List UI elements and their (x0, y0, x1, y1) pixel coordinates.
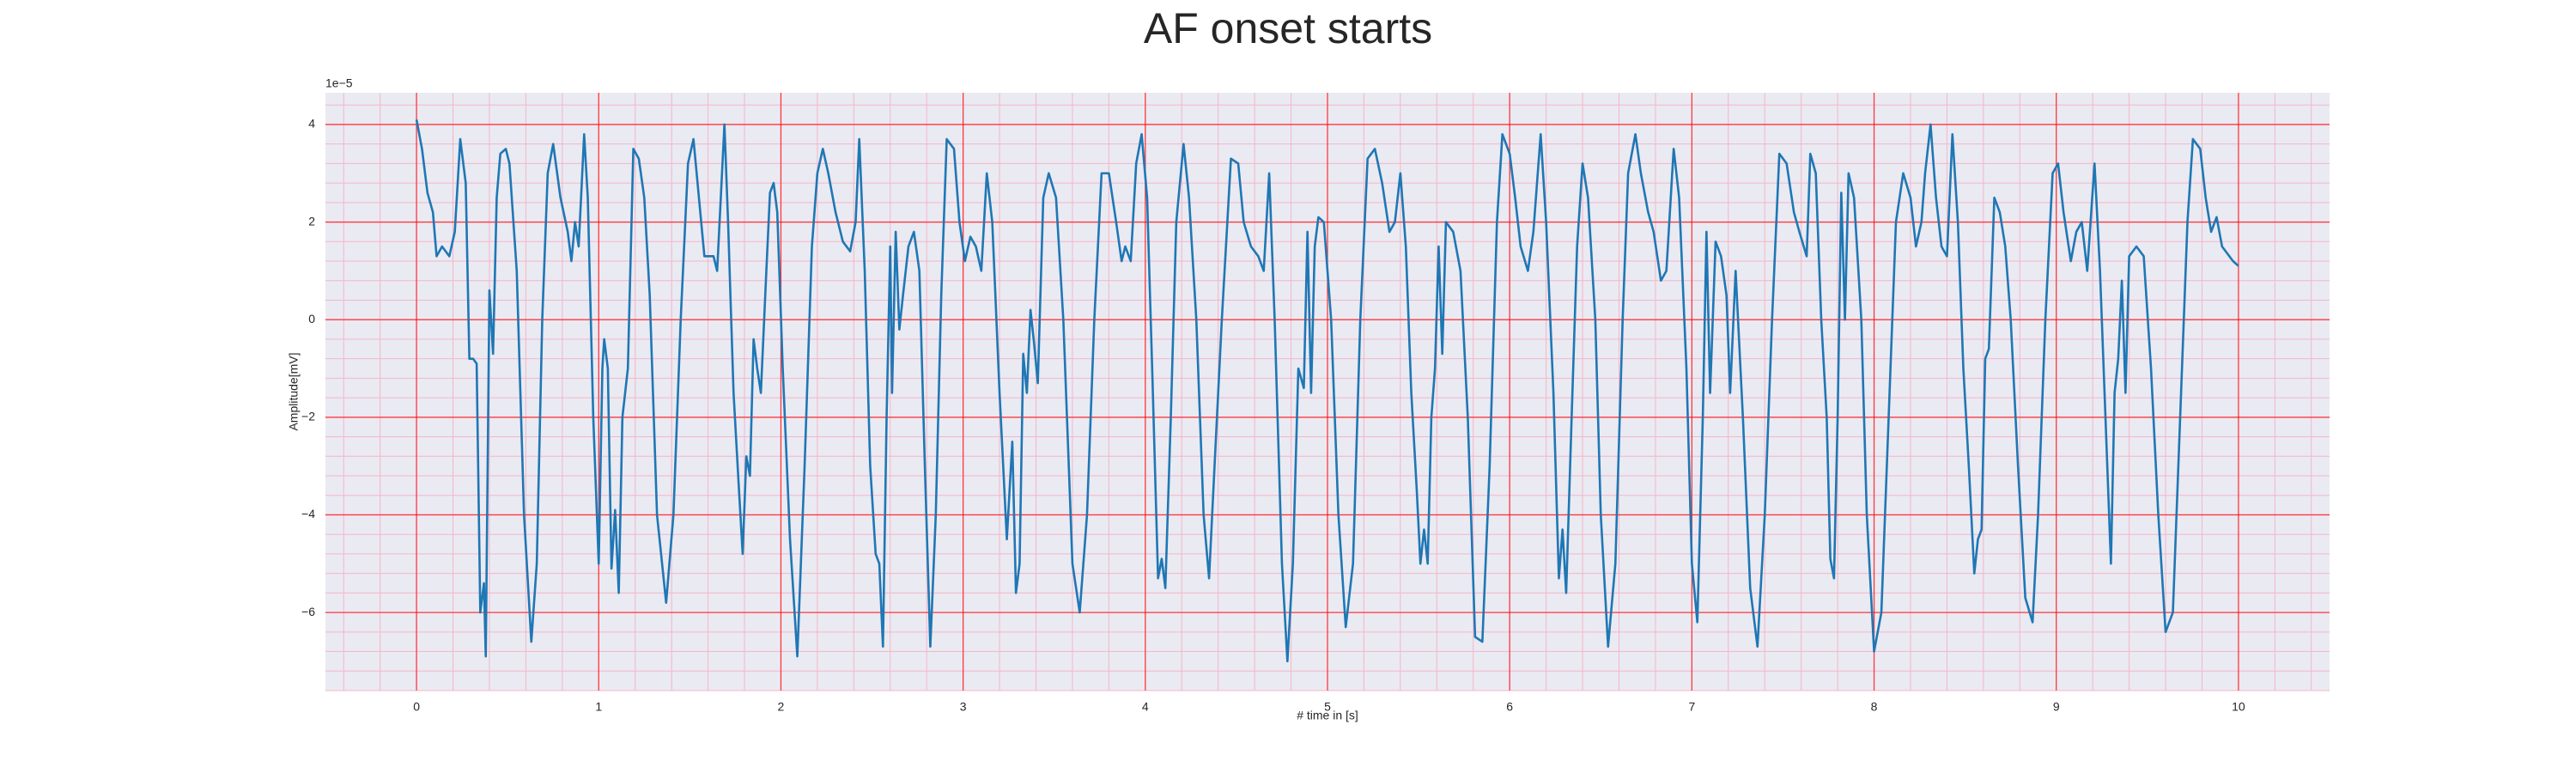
plot (415, 119, 2239, 663)
y-tick-label: −2 (301, 410, 315, 423)
chart-title: AF onset starts (1144, 4, 1432, 52)
x-tick-label: 6 (1506, 700, 1513, 714)
x-tick-label: 10 (2232, 700, 2245, 714)
x-tick-label: 8 (1871, 700, 1878, 714)
signal-line (415, 119, 2239, 663)
y-tick-label: −6 (301, 605, 315, 618)
y-tick-label: 4 (308, 117, 315, 131)
y-tick-label: 2 (308, 214, 315, 228)
grid (325, 93, 2330, 691)
y-tick-label: 0 (308, 312, 315, 326)
x-tick-label: 5 (1324, 700, 1331, 714)
y-offset-label: 1e−5 (325, 76, 353, 90)
x-tick-label: 9 (2053, 700, 2060, 714)
x-tick-label: 1 (595, 700, 602, 714)
x-axis-label: # time in [s] (1297, 709, 1358, 722)
y-tick-label: −4 (301, 507, 315, 520)
x-tick-label: 3 (960, 700, 967, 714)
x-tick-label: 0 (413, 700, 420, 714)
x-tick-label: 4 (1142, 700, 1149, 714)
y-axis-label: Amplitude[mV] (287, 352, 301, 430)
x-tick-label: 2 (778, 700, 785, 714)
x-tick-label: 7 (1688, 700, 1695, 714)
